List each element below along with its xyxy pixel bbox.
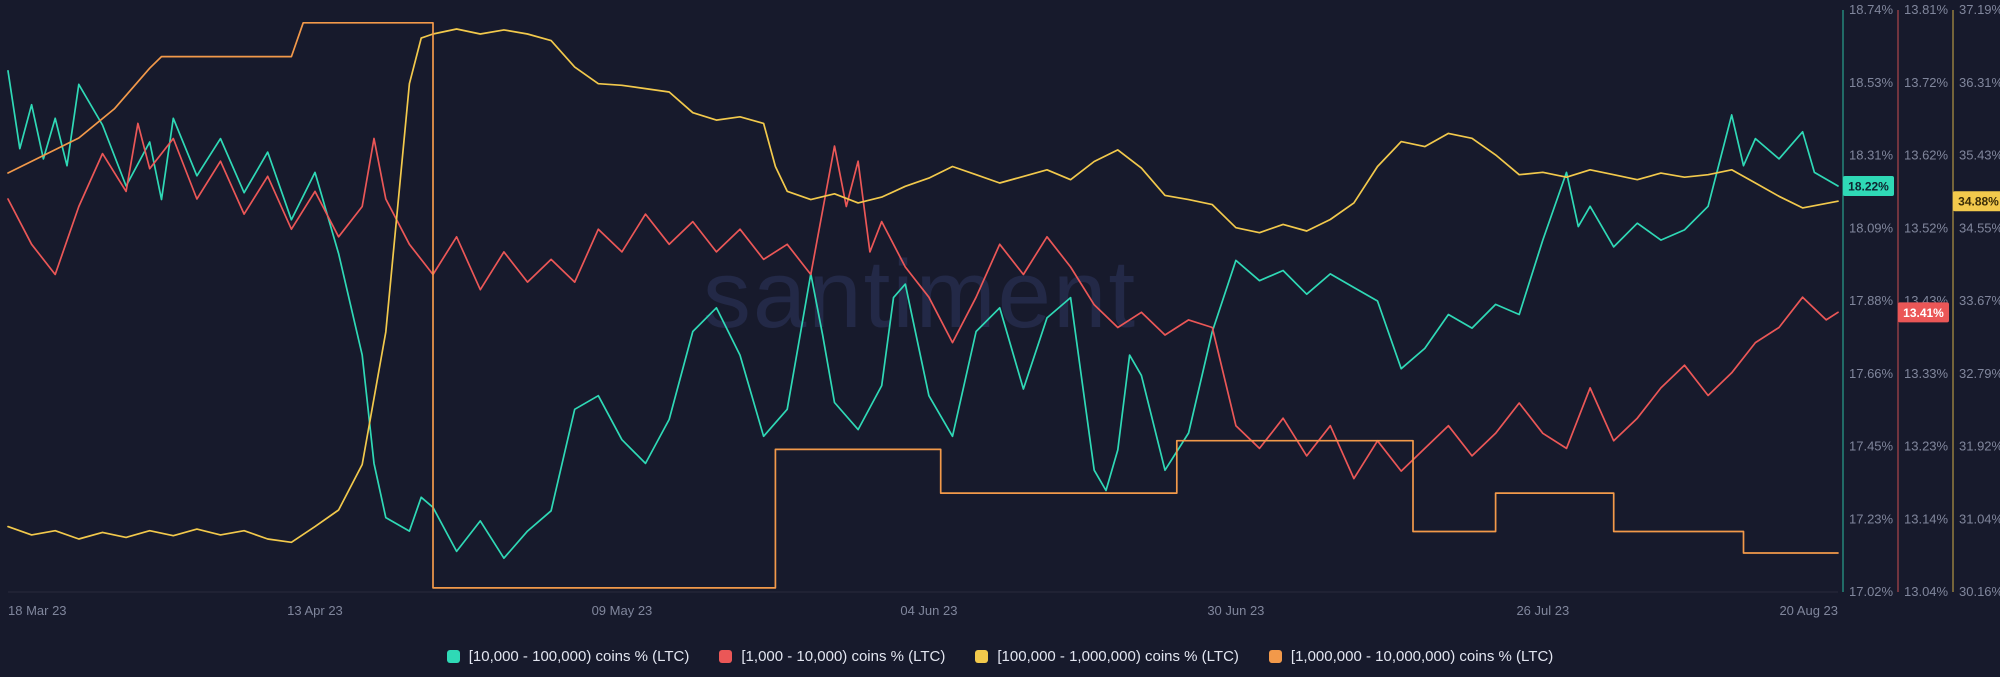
current-value-badge-text-red: 13.41% bbox=[1903, 306, 1944, 320]
legend-label: [1,000 - 10,000) coins % (LTC) bbox=[741, 648, 946, 665]
legend-chip-red bbox=[719, 650, 733, 663]
y-axis-tick-red: 13.33% bbox=[1904, 366, 1949, 381]
y-axis-tick-yellow: 36.31% bbox=[1959, 75, 2000, 90]
y-axis-tick-yellow: 31.04% bbox=[1959, 511, 2000, 526]
y-axis-tick-yellow: 34.55% bbox=[1959, 220, 2000, 235]
y-axis-tick-red: 13.04% bbox=[1904, 584, 1949, 599]
x-axis-tick: 04 Jun 23 bbox=[900, 603, 957, 618]
legend-item-1k-10k[interactable]: [1,000 - 10,000) coins % (LTC) bbox=[719, 648, 945, 665]
y-axis-tick-red: 13.72% bbox=[1904, 75, 1949, 90]
y-axis-tick-teal: 18.31% bbox=[1849, 148, 1894, 163]
y-axis-tick-red: 13.52% bbox=[1904, 220, 1949, 235]
x-axis-tick: 20 Aug 23 bbox=[1779, 603, 1838, 618]
legend-chip-yellow bbox=[975, 650, 989, 663]
current-value-badge-teal bbox=[1843, 175, 1894, 196]
y-axis-tick-red: 13.14% bbox=[1904, 511, 1949, 526]
y-axis-tick-teal: 18.09% bbox=[1849, 220, 1894, 235]
x-axis-tick: 18 Mar 23 bbox=[8, 603, 67, 618]
series-line-red bbox=[7, 122, 1839, 480]
y-axis-tick-red: 13.62% bbox=[1904, 148, 1949, 163]
x-axis-tick: 30 Jun 23 bbox=[1207, 603, 1264, 618]
chart-legend: [10,000 - 100,000) coins % (LTC) [1,000 … bbox=[0, 648, 2000, 665]
y-axis-tick-yellow: 30.16% bbox=[1959, 584, 2000, 599]
current-value-badge-text-teal: 18.22% bbox=[1848, 179, 1889, 193]
y-axis-tick-teal: 18.74% bbox=[1849, 2, 1894, 17]
x-axis-tick: 09 May 23 bbox=[592, 603, 653, 618]
current-value-badge-red bbox=[1898, 302, 1949, 323]
legend-item-10k-100k[interactable]: [10,000 - 100,000) coins % (LTC) bbox=[446, 648, 690, 665]
y-axis-tick-red: 13.23% bbox=[1904, 439, 1949, 454]
y-axis-tick-yellow: 32.79% bbox=[1959, 366, 2000, 381]
y-axis-tick-yellow: 37.19% bbox=[1959, 2, 2000, 17]
legend-label: [1,000,000 - 10,000,000) coins % (LTC) bbox=[1290, 648, 1554, 665]
series-line-teal bbox=[7, 70, 1839, 560]
current-value-badge-text-yellow: 34.88% bbox=[1958, 195, 1999, 209]
y-axis-tick-teal: 17.66% bbox=[1849, 366, 1894, 381]
y-axis-tick-yellow: 31.92% bbox=[1959, 439, 2000, 454]
y-axis-tick-teal: 17.45% bbox=[1849, 439, 1894, 454]
y-axis-tick-red: 13.81% bbox=[1904, 2, 1949, 17]
y-axis-tick-teal: 17.88% bbox=[1849, 293, 1894, 308]
y-axis-tick-yellow: 35.43% bbox=[1959, 148, 2000, 163]
legend-chip-orange bbox=[1268, 650, 1282, 663]
legend-chip-teal bbox=[446, 650, 460, 663]
series-line-yellow bbox=[7, 28, 1839, 544]
y-axis-tick-yellow: 33.67% bbox=[1959, 293, 2000, 308]
x-axis-tick: 26 Jul 23 bbox=[1516, 603, 1569, 618]
current-value-badge-yellow bbox=[1953, 191, 2000, 212]
legend-item-1m-10m[interactable]: [1,000,000 - 10,000,000) coins % (LTC) bbox=[1268, 648, 1554, 665]
legend-label: [100,000 - 1,000,000) coins % (LTC) bbox=[997, 648, 1239, 665]
y-axis-tick-teal: 18.53% bbox=[1849, 75, 1894, 90]
y-axis-tick-teal: 17.23% bbox=[1849, 511, 1894, 526]
y-axis-tick-teal: 17.02% bbox=[1849, 584, 1894, 599]
legend-item-100k-1m[interactable]: [100,000 - 1,000,000) coins % (LTC) bbox=[975, 648, 1239, 665]
legend-label: [10,000 - 100,000) coins % (LTC) bbox=[468, 648, 690, 665]
series-line-normalized bbox=[7, 21, 1839, 589]
x-axis-tick: 13 Apr 23 bbox=[287, 603, 343, 618]
